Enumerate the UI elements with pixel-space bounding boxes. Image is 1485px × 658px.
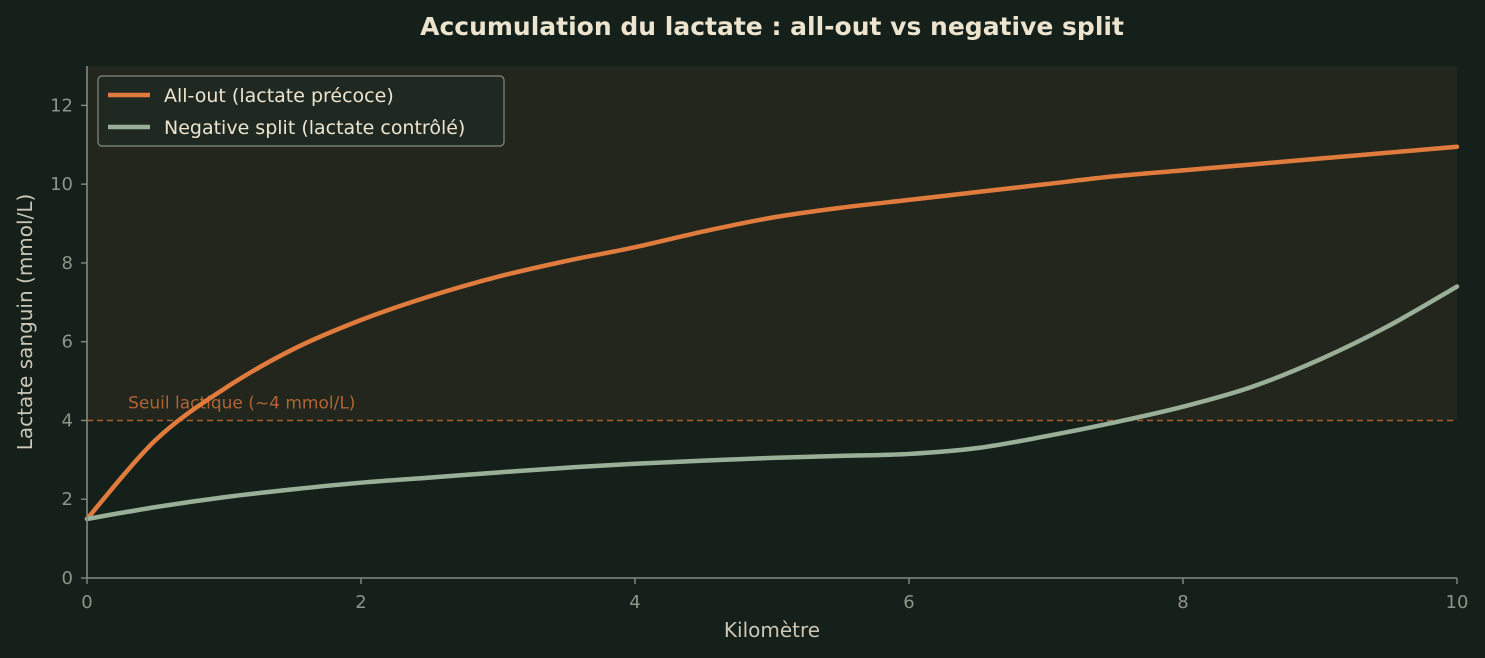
y-tick-label: 6 <box>62 332 73 353</box>
legend-label-1: All-out (lactate précoce) <box>164 85 394 107</box>
legend-label-2: Negative split (lactate contrôlé) <box>164 117 465 139</box>
axes: 0 2 4 6 8 10 0 2 4 6 8 10 12 <box>50 66 1468 613</box>
y-tick-label: 0 <box>62 568 73 589</box>
legend-items: All-out (lactate précoce) Negative split … <box>108 85 465 139</box>
y-tick-label: 12 <box>50 95 73 116</box>
x-axis-ticks: 0 2 4 6 8 10 <box>81 578 1468 613</box>
y-axis-ticks: 0 2 4 6 8 10 12 <box>50 95 87 589</box>
series-line-1 <box>84 144 1460 522</box>
y-tick-label: 4 <box>62 410 73 431</box>
x-tick-label: 10 <box>1446 592 1469 613</box>
x-tick-label: 6 <box>903 592 914 613</box>
x-tick-label: 0 <box>81 592 92 613</box>
y-axis-label: Lactate sanguin (mmol/L) <box>13 194 37 451</box>
chart-title: Accumulation du lactate : all-out vs neg… <box>420 12 1124 41</box>
x-tick-label: 4 <box>629 592 640 613</box>
x-axis-label: Kilomètre <box>724 618 820 642</box>
legend: All-out (lactate précoce) Negative split … <box>97 75 505 147</box>
series-line-2 <box>84 284 1460 522</box>
threshold-annotation: Seuil lactique (~4 mmol/L) <box>128 393 355 413</box>
series-layer <box>84 144 1460 522</box>
x-tick-label: 2 <box>355 592 366 613</box>
x-tick-label: 8 <box>1177 592 1188 613</box>
y-tick-label: 8 <box>62 253 73 274</box>
legend-box <box>97 75 505 147</box>
y-tick-label: 10 <box>50 174 73 195</box>
y-tick-label: 2 <box>62 489 73 510</box>
